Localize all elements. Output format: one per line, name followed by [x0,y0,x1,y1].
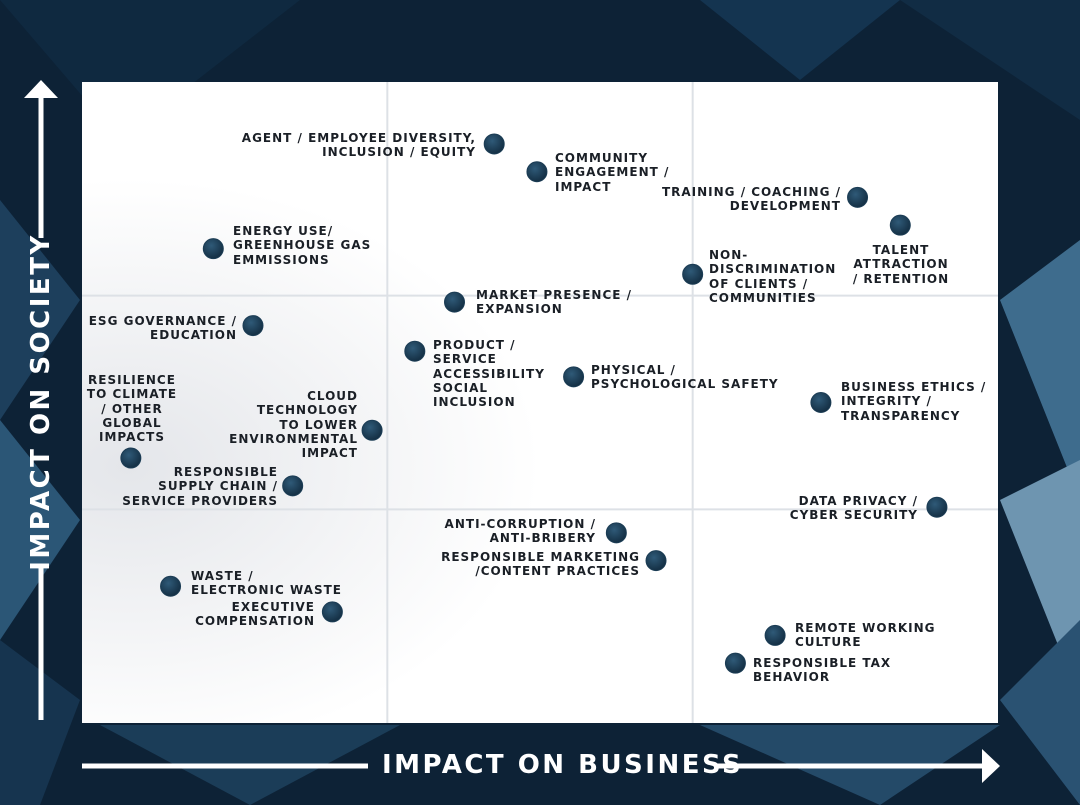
data-point [120,447,142,469]
data-point [724,652,746,674]
data-point [242,315,264,337]
data-point [889,214,911,236]
data-point [282,475,304,497]
point-label: DATA PRIVACY / CYBER SECURITY [789,494,918,523]
plot-area [82,82,998,723]
point-label: RESPONSIBLE TAX BEHAVIOR [753,656,892,685]
point-label: NON- DISCRIMINATION OF CLIENTS / COMMUNI… [709,248,837,305]
data-point [926,496,948,518]
point-label: COMMUNITY ENGAGEMENT / IMPACT [555,151,670,194]
point-label: RESPONSIBLE MARKETING /CONTENT PRACTICES [441,550,640,579]
point-label: ENERGY USE/ GREENHOUSE GAS EMMISSIONS [233,224,372,267]
point-label: RESPONSIBLE SUPPLY CHAIN / SERVICE PROVI… [122,465,278,508]
data-point [563,366,585,388]
point-label: AGENT / EMPLOYEE DIVERSITY, INCLUSION / … [241,131,476,160]
data-point [404,340,426,362]
data-point [202,238,224,260]
data-point [526,161,548,183]
data-point [444,291,466,313]
point-label: CLOUD TECHNOLOGY TO LOWER ENVIRONMENTAL … [229,389,358,461]
point-label: PHYSICAL / PSYCHOLOGICAL SAFETY [591,363,779,392]
point-label: WASTE / ELECTRONIC WASTE [191,569,342,598]
data-point [682,263,704,285]
point-label: TALENT ATTRACTION / RETENTION [852,243,950,286]
point-label: RESILIENCE TO CLIMATE / OTHER GLOBAL IMP… [86,373,178,445]
point-label: BUSINESS ETHICS / INTEGRITY / TRANSPAREN… [841,380,987,423]
data-point [810,392,832,413]
y-axis-arrow [24,80,58,720]
y-axis-title: IMPACT ON SOCIETY [26,233,56,571]
point-label: PRODUCT / SERVICE ACCESSIBILITY SOCIAL I… [433,338,545,410]
data-point [160,575,182,597]
data-point [605,522,627,544]
data-point [321,601,343,623]
point-label: EXECUTIVE COMPENSATION [195,600,315,629]
point-label: ESG GOVERNANCE / EDUCATION [88,314,237,343]
data-point [847,186,869,208]
data-point [645,550,667,572]
data-point [361,419,383,441]
x-axis-title: IMPACT ON BUSINESS [382,750,744,780]
data-point [483,133,505,155]
point-label: MARKET PRESENCE / EXPANSION [476,288,633,317]
point-label: TRAINING / COACHING / DEVELOPMENT [661,185,841,214]
data-point [764,624,786,646]
x-axis-arrow [82,749,1000,783]
point-label: REMOTE WORKING CULTURE [795,621,936,650]
point-label: ANTI-CORRUPTION / ANTI-BRIBERY [444,517,596,546]
